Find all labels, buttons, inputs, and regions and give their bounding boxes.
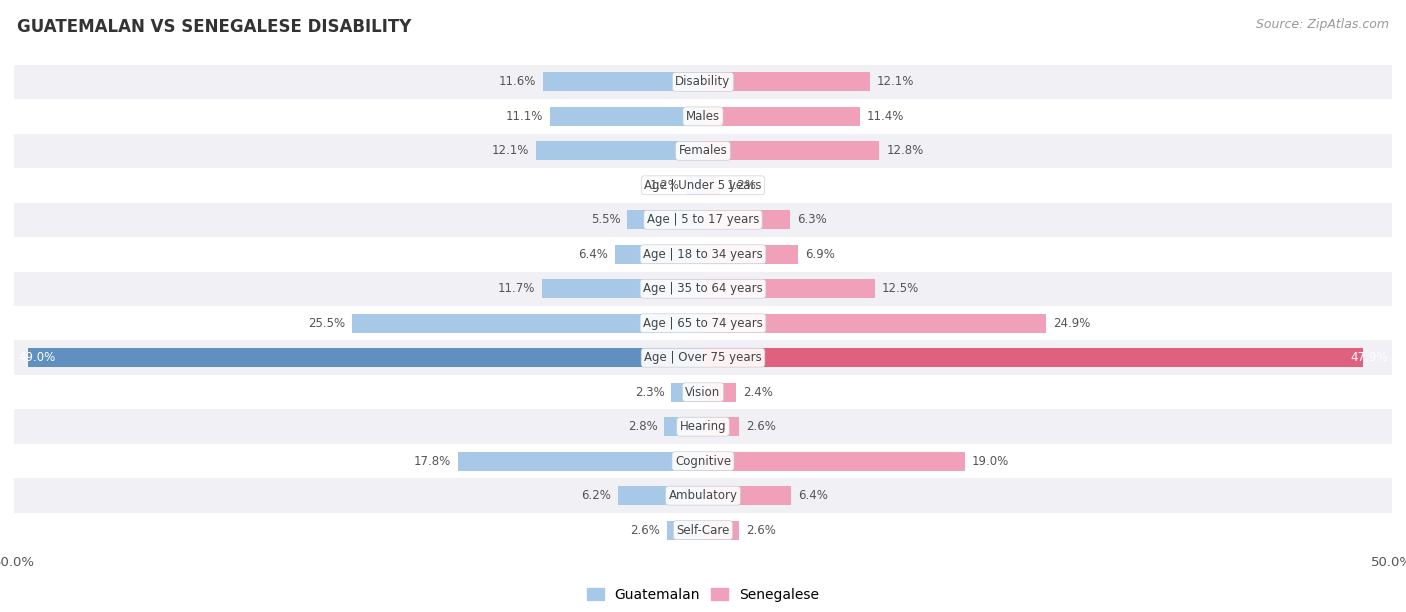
Text: Females: Females [679, 144, 727, 157]
Bar [703, 417, 738, 436]
Text: 6.4%: 6.4% [578, 248, 607, 261]
Bar [14, 375, 1392, 409]
Text: 49.0%: 49.0% [18, 351, 55, 364]
Bar [703, 176, 720, 195]
Text: 25.5%: 25.5% [308, 317, 344, 330]
Bar [614, 245, 703, 264]
Text: Vision: Vision [685, 386, 721, 398]
Text: Males: Males [686, 110, 720, 123]
Text: Ambulatory: Ambulatory [668, 489, 738, 502]
Bar [14, 409, 1392, 444]
Bar [14, 203, 1392, 237]
Bar [617, 486, 703, 505]
Bar [14, 133, 1392, 168]
Text: Hearing: Hearing [679, 420, 727, 433]
Text: 12.8%: 12.8% [886, 144, 924, 157]
Text: Age | 18 to 34 years: Age | 18 to 34 years [643, 248, 763, 261]
Text: Age | 5 to 17 years: Age | 5 to 17 years [647, 214, 759, 226]
Bar [703, 521, 738, 540]
Text: 12.5%: 12.5% [882, 282, 920, 295]
Bar [458, 452, 703, 471]
Bar [703, 452, 965, 471]
Bar [14, 306, 1392, 340]
Text: 47.9%: 47.9% [1350, 351, 1388, 364]
Text: Age | 65 to 74 years: Age | 65 to 74 years [643, 317, 763, 330]
Legend: Guatemalan, Senegalese: Guatemalan, Senegalese [581, 583, 825, 608]
Text: Age | Under 5 years: Age | Under 5 years [644, 179, 762, 192]
Text: 24.9%: 24.9% [1053, 317, 1091, 330]
Bar [671, 382, 703, 401]
Text: 11.4%: 11.4% [868, 110, 904, 123]
Bar [703, 72, 870, 91]
Text: Age | 35 to 64 years: Age | 35 to 64 years [643, 282, 763, 295]
Text: 2.3%: 2.3% [634, 386, 665, 398]
Bar [536, 141, 703, 160]
Text: 11.1%: 11.1% [506, 110, 543, 123]
Text: 12.1%: 12.1% [876, 75, 914, 88]
Bar [668, 521, 703, 540]
Text: 6.3%: 6.3% [797, 214, 827, 226]
Text: 1.2%: 1.2% [727, 179, 756, 192]
Bar [14, 65, 1392, 99]
Text: Cognitive: Cognitive [675, 455, 731, 468]
Bar [14, 168, 1392, 203]
Bar [627, 211, 703, 230]
Text: 2.6%: 2.6% [745, 420, 776, 433]
Text: 11.6%: 11.6% [499, 75, 536, 88]
Bar [14, 99, 1392, 133]
Text: Self-Care: Self-Care [676, 524, 730, 537]
Text: 2.6%: 2.6% [630, 524, 661, 537]
Text: 5.5%: 5.5% [591, 214, 620, 226]
Text: 12.1%: 12.1% [492, 144, 530, 157]
Text: 17.8%: 17.8% [413, 455, 451, 468]
Bar [703, 348, 1362, 367]
Text: 6.4%: 6.4% [799, 489, 828, 502]
Bar [14, 237, 1392, 272]
Text: 11.7%: 11.7% [498, 282, 534, 295]
Text: 2.6%: 2.6% [745, 524, 776, 537]
Text: 2.8%: 2.8% [628, 420, 658, 433]
Bar [541, 279, 703, 298]
Bar [14, 340, 1392, 375]
Bar [543, 72, 703, 91]
Text: 6.9%: 6.9% [806, 248, 835, 261]
Bar [703, 141, 879, 160]
Bar [665, 417, 703, 436]
Text: 1.2%: 1.2% [650, 179, 679, 192]
Text: Source: ZipAtlas.com: Source: ZipAtlas.com [1256, 18, 1389, 31]
Bar [703, 314, 1046, 333]
Bar [14, 272, 1392, 306]
Bar [703, 107, 860, 126]
Bar [703, 211, 790, 230]
Bar [14, 444, 1392, 479]
Text: Disability: Disability [675, 75, 731, 88]
Bar [703, 279, 875, 298]
Text: 19.0%: 19.0% [972, 455, 1010, 468]
Bar [703, 382, 737, 401]
Bar [686, 176, 703, 195]
Text: Age | Over 75 years: Age | Over 75 years [644, 351, 762, 364]
Bar [703, 486, 792, 505]
Bar [14, 513, 1392, 547]
Text: 6.2%: 6.2% [581, 489, 610, 502]
Bar [28, 348, 703, 367]
Text: 2.4%: 2.4% [742, 386, 773, 398]
Bar [352, 314, 703, 333]
Bar [703, 245, 799, 264]
Bar [550, 107, 703, 126]
Text: GUATEMALAN VS SENEGALESE DISABILITY: GUATEMALAN VS SENEGALESE DISABILITY [17, 18, 411, 36]
Bar [14, 479, 1392, 513]
